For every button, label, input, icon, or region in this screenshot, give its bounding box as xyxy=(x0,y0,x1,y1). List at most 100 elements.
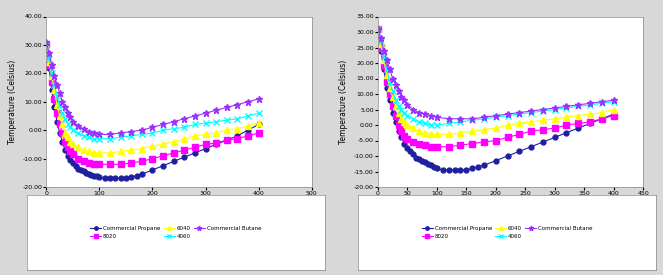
8020 xyxy=(85,161,93,164)
Line: Commercial Butane: Commercial Butane xyxy=(375,25,617,122)
4060 xyxy=(403,114,411,117)
Commercial Butane xyxy=(492,114,500,117)
Commercial Butane xyxy=(468,117,476,120)
Commercial Propane xyxy=(451,168,459,172)
4060 xyxy=(504,114,512,117)
Commercial Butane xyxy=(445,117,453,120)
Commercial Propane xyxy=(392,120,400,123)
6040 xyxy=(61,131,69,135)
6040 xyxy=(398,117,406,120)
Commercial Propane xyxy=(445,168,453,172)
Commercial Butane xyxy=(527,109,535,113)
8020 xyxy=(389,105,396,108)
6040 xyxy=(386,86,394,89)
Commercial Propane xyxy=(430,165,438,169)
6040 xyxy=(433,133,441,136)
Commercial Propane xyxy=(106,177,114,180)
Commercial Propane xyxy=(233,134,241,138)
Commercial Propane xyxy=(574,126,582,130)
4060 xyxy=(80,134,88,138)
Commercial Propane xyxy=(80,170,88,173)
4060 xyxy=(610,100,618,103)
4060 xyxy=(421,122,429,125)
4060 xyxy=(42,43,50,46)
4060 xyxy=(95,137,103,140)
4060 xyxy=(53,94,61,98)
6040 xyxy=(64,136,72,139)
Commercial Propane xyxy=(418,159,426,162)
Commercial Propane xyxy=(433,167,441,170)
Commercial Propane xyxy=(74,167,82,170)
Commercial Propane xyxy=(61,148,69,152)
6040 xyxy=(610,108,618,111)
Commercial Butane xyxy=(45,52,53,55)
8020 xyxy=(456,144,464,147)
8020 xyxy=(374,27,382,31)
Commercial Propane xyxy=(42,43,50,46)
Commercial Propane xyxy=(398,136,406,139)
Commercial Butane xyxy=(415,111,423,114)
Commercial Butane xyxy=(386,68,394,71)
Commercial Propane xyxy=(82,171,90,174)
Commercial Propane xyxy=(58,140,66,143)
8020 xyxy=(421,144,429,147)
8020 xyxy=(562,123,570,127)
4060 xyxy=(586,103,594,106)
6040 xyxy=(377,43,385,46)
6040 xyxy=(403,123,411,127)
4060 xyxy=(427,123,435,127)
8020 xyxy=(138,160,146,163)
Commercial Propane xyxy=(409,153,417,156)
Line: 8020: 8020 xyxy=(375,26,617,150)
Commercial Butane xyxy=(85,130,93,133)
8020 xyxy=(377,46,385,49)
Commercial Propane xyxy=(159,164,167,167)
8020 xyxy=(117,163,125,166)
Commercial Butane xyxy=(127,130,135,133)
6040 xyxy=(202,133,210,136)
8020 xyxy=(202,143,210,146)
Commercial Butane xyxy=(421,112,429,116)
6040 xyxy=(69,143,77,146)
6040 xyxy=(48,75,56,78)
4060 xyxy=(415,120,423,123)
8020 xyxy=(212,141,220,145)
4060 xyxy=(170,127,178,130)
8020 xyxy=(106,163,114,166)
Commercial Butane xyxy=(504,112,512,116)
4060 xyxy=(392,98,400,102)
4060 xyxy=(456,120,464,123)
6040 xyxy=(427,133,435,136)
Commercial Butane xyxy=(392,83,400,86)
Commercial Butane xyxy=(374,27,382,31)
8020 xyxy=(48,80,56,84)
6040 xyxy=(409,126,417,130)
Commercial Propane xyxy=(462,168,470,172)
8020 xyxy=(574,122,582,125)
8020 xyxy=(468,142,476,145)
8020 xyxy=(127,161,135,164)
Commercial Butane xyxy=(398,95,406,99)
4060 xyxy=(374,27,382,31)
8020 xyxy=(159,154,167,157)
4060 xyxy=(389,89,396,93)
Commercial Propane xyxy=(551,136,559,139)
Commercial Propane xyxy=(45,66,53,69)
Commercial Propane xyxy=(439,168,447,172)
Commercial Propane xyxy=(386,98,394,102)
4060 xyxy=(539,109,547,113)
Commercial Propane xyxy=(377,49,385,52)
6040 xyxy=(66,140,74,143)
6040 xyxy=(504,123,512,127)
4060 xyxy=(527,111,535,114)
Commercial Propane xyxy=(492,159,500,162)
6040 xyxy=(95,151,103,155)
Commercial Butane xyxy=(433,116,441,119)
Commercial Butane xyxy=(138,128,146,132)
Line: Commercial Propane: Commercial Propane xyxy=(44,42,261,181)
6040 xyxy=(515,122,523,125)
8020 xyxy=(74,157,82,160)
Commercial Propane xyxy=(424,162,432,165)
Commercial Propane xyxy=(90,174,98,177)
6040 xyxy=(56,114,64,118)
